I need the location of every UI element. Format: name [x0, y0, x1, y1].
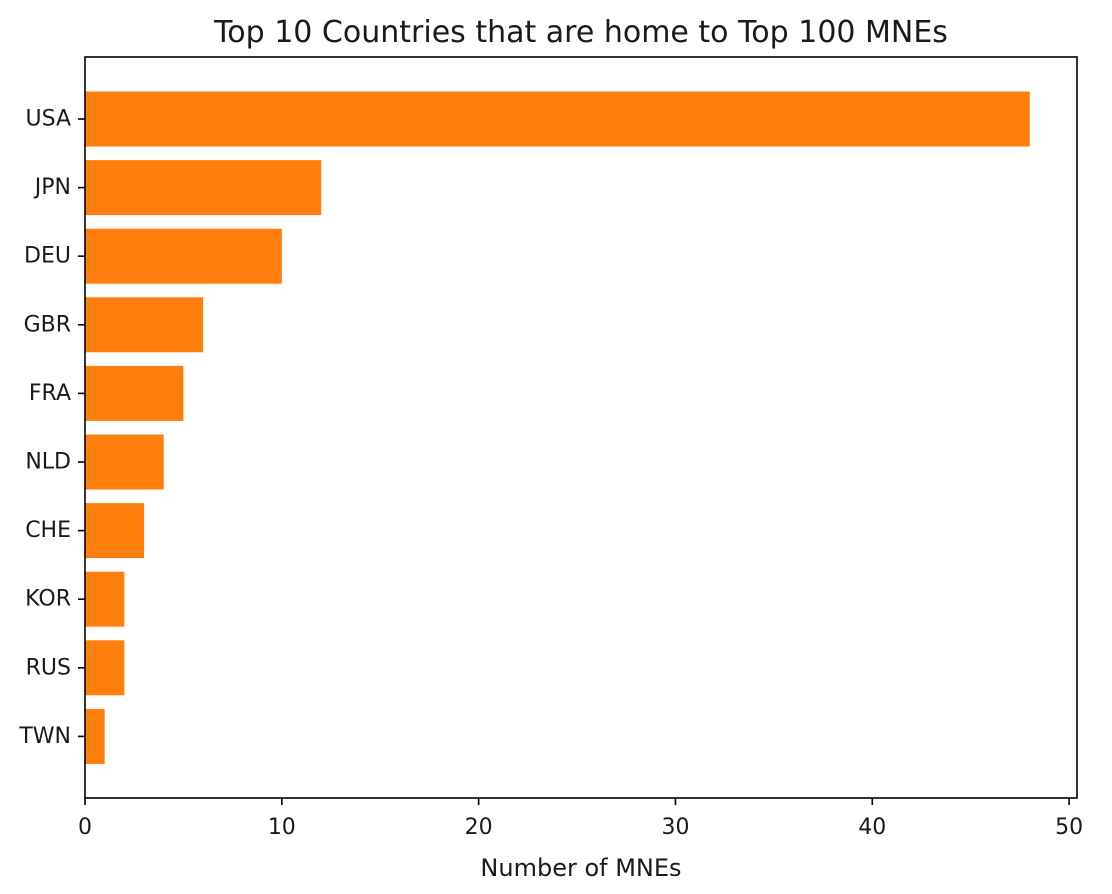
y-tick-label: RUS: [26, 655, 71, 680]
x-tick-label: 20: [465, 815, 493, 840]
y-tick-label: DEU: [24, 244, 71, 269]
y-tick-label: GBR: [24, 312, 71, 337]
y-tick-label: CHE: [25, 518, 71, 543]
bars-group: [85, 91, 1030, 764]
y-tick-label: JPN: [33, 175, 71, 200]
x-axis-label: Number of MNEs: [480, 854, 681, 882]
x-tick-label: 40: [858, 815, 886, 840]
x-tick-label: 10: [268, 815, 296, 840]
bar-kor: [85, 571, 125, 627]
bar-deu: [85, 228, 282, 284]
y-tick-label: FRA: [29, 381, 71, 406]
x-tick-label: 30: [661, 815, 689, 840]
bar-rus: [85, 640, 125, 696]
y-tick-label: USA: [25, 107, 71, 132]
y-tick-label: KOR: [25, 587, 71, 612]
bar-jpn: [85, 160, 322, 216]
bar-fra: [85, 365, 184, 421]
plot-frame: [84, 56, 1078, 799]
bar-usa: [85, 91, 1030, 147]
bar-twn: [85, 708, 105, 764]
chart-title: Top 10 Countries that are home to Top 10…: [213, 15, 948, 50]
y-tick-label: NLD: [25, 450, 71, 475]
x-tick-label: 0: [78, 815, 92, 840]
x-axis: 0 10 20 30 40 50: [78, 798, 1083, 840]
bar-che: [85, 503, 145, 559]
x-tick-label: 50: [1055, 815, 1083, 840]
bar-gbr: [85, 297, 204, 353]
y-axis: USA JPN DEU GBR FRA NLD CHE KOR RUS TWN: [18, 107, 85, 749]
y-tick-label: TWN: [18, 724, 71, 749]
bar-nld: [85, 434, 164, 490]
